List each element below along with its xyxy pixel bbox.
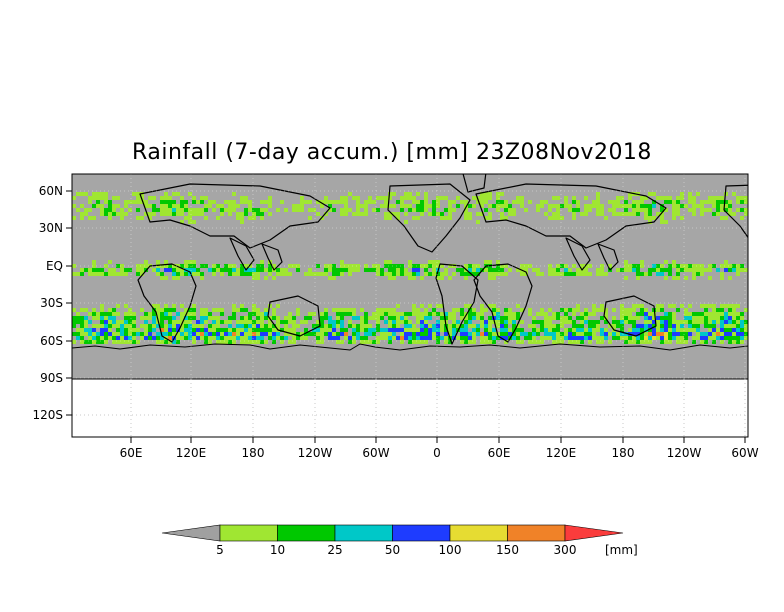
y-tick-label: 120S <box>32 408 63 422</box>
legend-threshold-label: 10 <box>270 543 285 557</box>
antarctica-landmass <box>71 343 749 380</box>
x-tick-label: 60W <box>362 446 389 460</box>
legend-swatch <box>507 524 566 542</box>
longitude-axis: 60E 120E 180 120W 60W 0 60E 120E 180 120W 60W <box>120 437 759 460</box>
y-tick-label: EQ <box>46 259 63 273</box>
y-tick-label: 60N <box>39 184 63 198</box>
map-title: Rainfall (7-day accum.) [mm] 23Z08Nov201… <box>132 140 652 165</box>
x-tick-label: 180 <box>242 446 265 460</box>
legend-threshold-label: 100 <box>439 543 462 557</box>
y-tick-label: 90S <box>40 371 63 385</box>
legend-swatch <box>277 524 336 542</box>
legend-below-triangle <box>161 524 221 542</box>
x-tick-label: 120E <box>546 446 577 460</box>
x-tick-label: 60E <box>488 446 511 460</box>
x-tick-label: 0 <box>433 446 441 460</box>
legend-swatch <box>449 524 508 542</box>
rainfall-colorbar: 5 10 25 50 100 150 300 [mm] <box>161 524 638 557</box>
legend-swatch <box>334 524 393 542</box>
x-tick-label: 180 <box>612 446 635 460</box>
map-frame <box>71 173 749 438</box>
legend-swatch <box>392 524 451 542</box>
x-tick-label: 120W <box>298 446 333 460</box>
x-tick-label: 60W <box>731 446 758 460</box>
x-tick-label: 120W <box>667 446 702 460</box>
y-tick-label: 30N <box>39 221 63 235</box>
legend-threshold-label: 5 <box>216 543 224 557</box>
x-tick-label: 60E <box>120 446 143 460</box>
latitude-axis: 60N 30N EQ 30S 60S 90S 120S <box>32 184 72 422</box>
x-tick-label: 120E <box>176 446 207 460</box>
legend-above-triangle <box>564 524 624 542</box>
legend-threshold-label: 150 <box>496 543 519 557</box>
legend-unit-label: [mm] <box>605 543 638 557</box>
y-tick-label: 30S <box>40 296 63 310</box>
legend-threshold-label: 25 <box>327 543 342 557</box>
rainfall-field <box>72 192 748 344</box>
y-tick-label: 60S <box>40 334 63 348</box>
lat-lon-grid <box>72 174 748 437</box>
continent-outlines <box>137 174 748 345</box>
legend-swatch <box>219 524 278 542</box>
legend-threshold-label: 300 <box>554 543 577 557</box>
legend-threshold-label: 50 <box>385 543 400 557</box>
